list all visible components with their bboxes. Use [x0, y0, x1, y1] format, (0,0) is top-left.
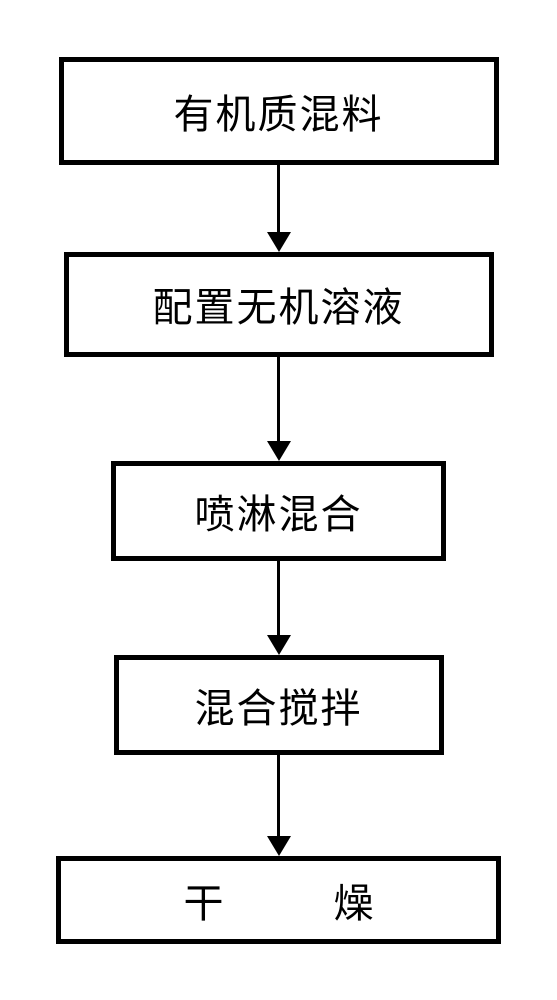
arrow-line-icon: [277, 357, 280, 442]
arrow-line-icon: [277, 561, 280, 636]
step-box-2: 配置无机溶液: [64, 252, 494, 357]
step-label-3: 喷淋混合: [195, 482, 363, 540]
step-box-5: 干 燥: [56, 856, 501, 944]
step-box-3: 喷淋混合: [111, 461, 446, 561]
step-label-1: 有机质混料: [174, 82, 384, 140]
arrow-2: [267, 357, 291, 461]
step-box-4: 混合搅拌: [114, 655, 444, 755]
arrow-head-icon: [267, 836, 291, 856]
arrow-line-icon: [277, 755, 280, 837]
flowchart-container: 有机质混料 配置无机溶液 喷淋混合 混合搅拌 干 燥: [56, 27, 501, 974]
arrow-1: [267, 165, 291, 252]
step-box-1: 有机质混料: [59, 57, 499, 165]
arrow-3: [267, 561, 291, 655]
step-label-2: 配置无机溶液: [153, 275, 405, 333]
arrow-head-icon: [267, 232, 291, 252]
step-label-5: 干 燥: [149, 871, 409, 929]
arrow-head-icon: [267, 635, 291, 655]
step-label-4: 混合搅拌: [195, 676, 363, 734]
arrow-4: [267, 755, 291, 856]
arrow-head-icon: [267, 441, 291, 461]
arrow-line-icon: [277, 165, 280, 233]
